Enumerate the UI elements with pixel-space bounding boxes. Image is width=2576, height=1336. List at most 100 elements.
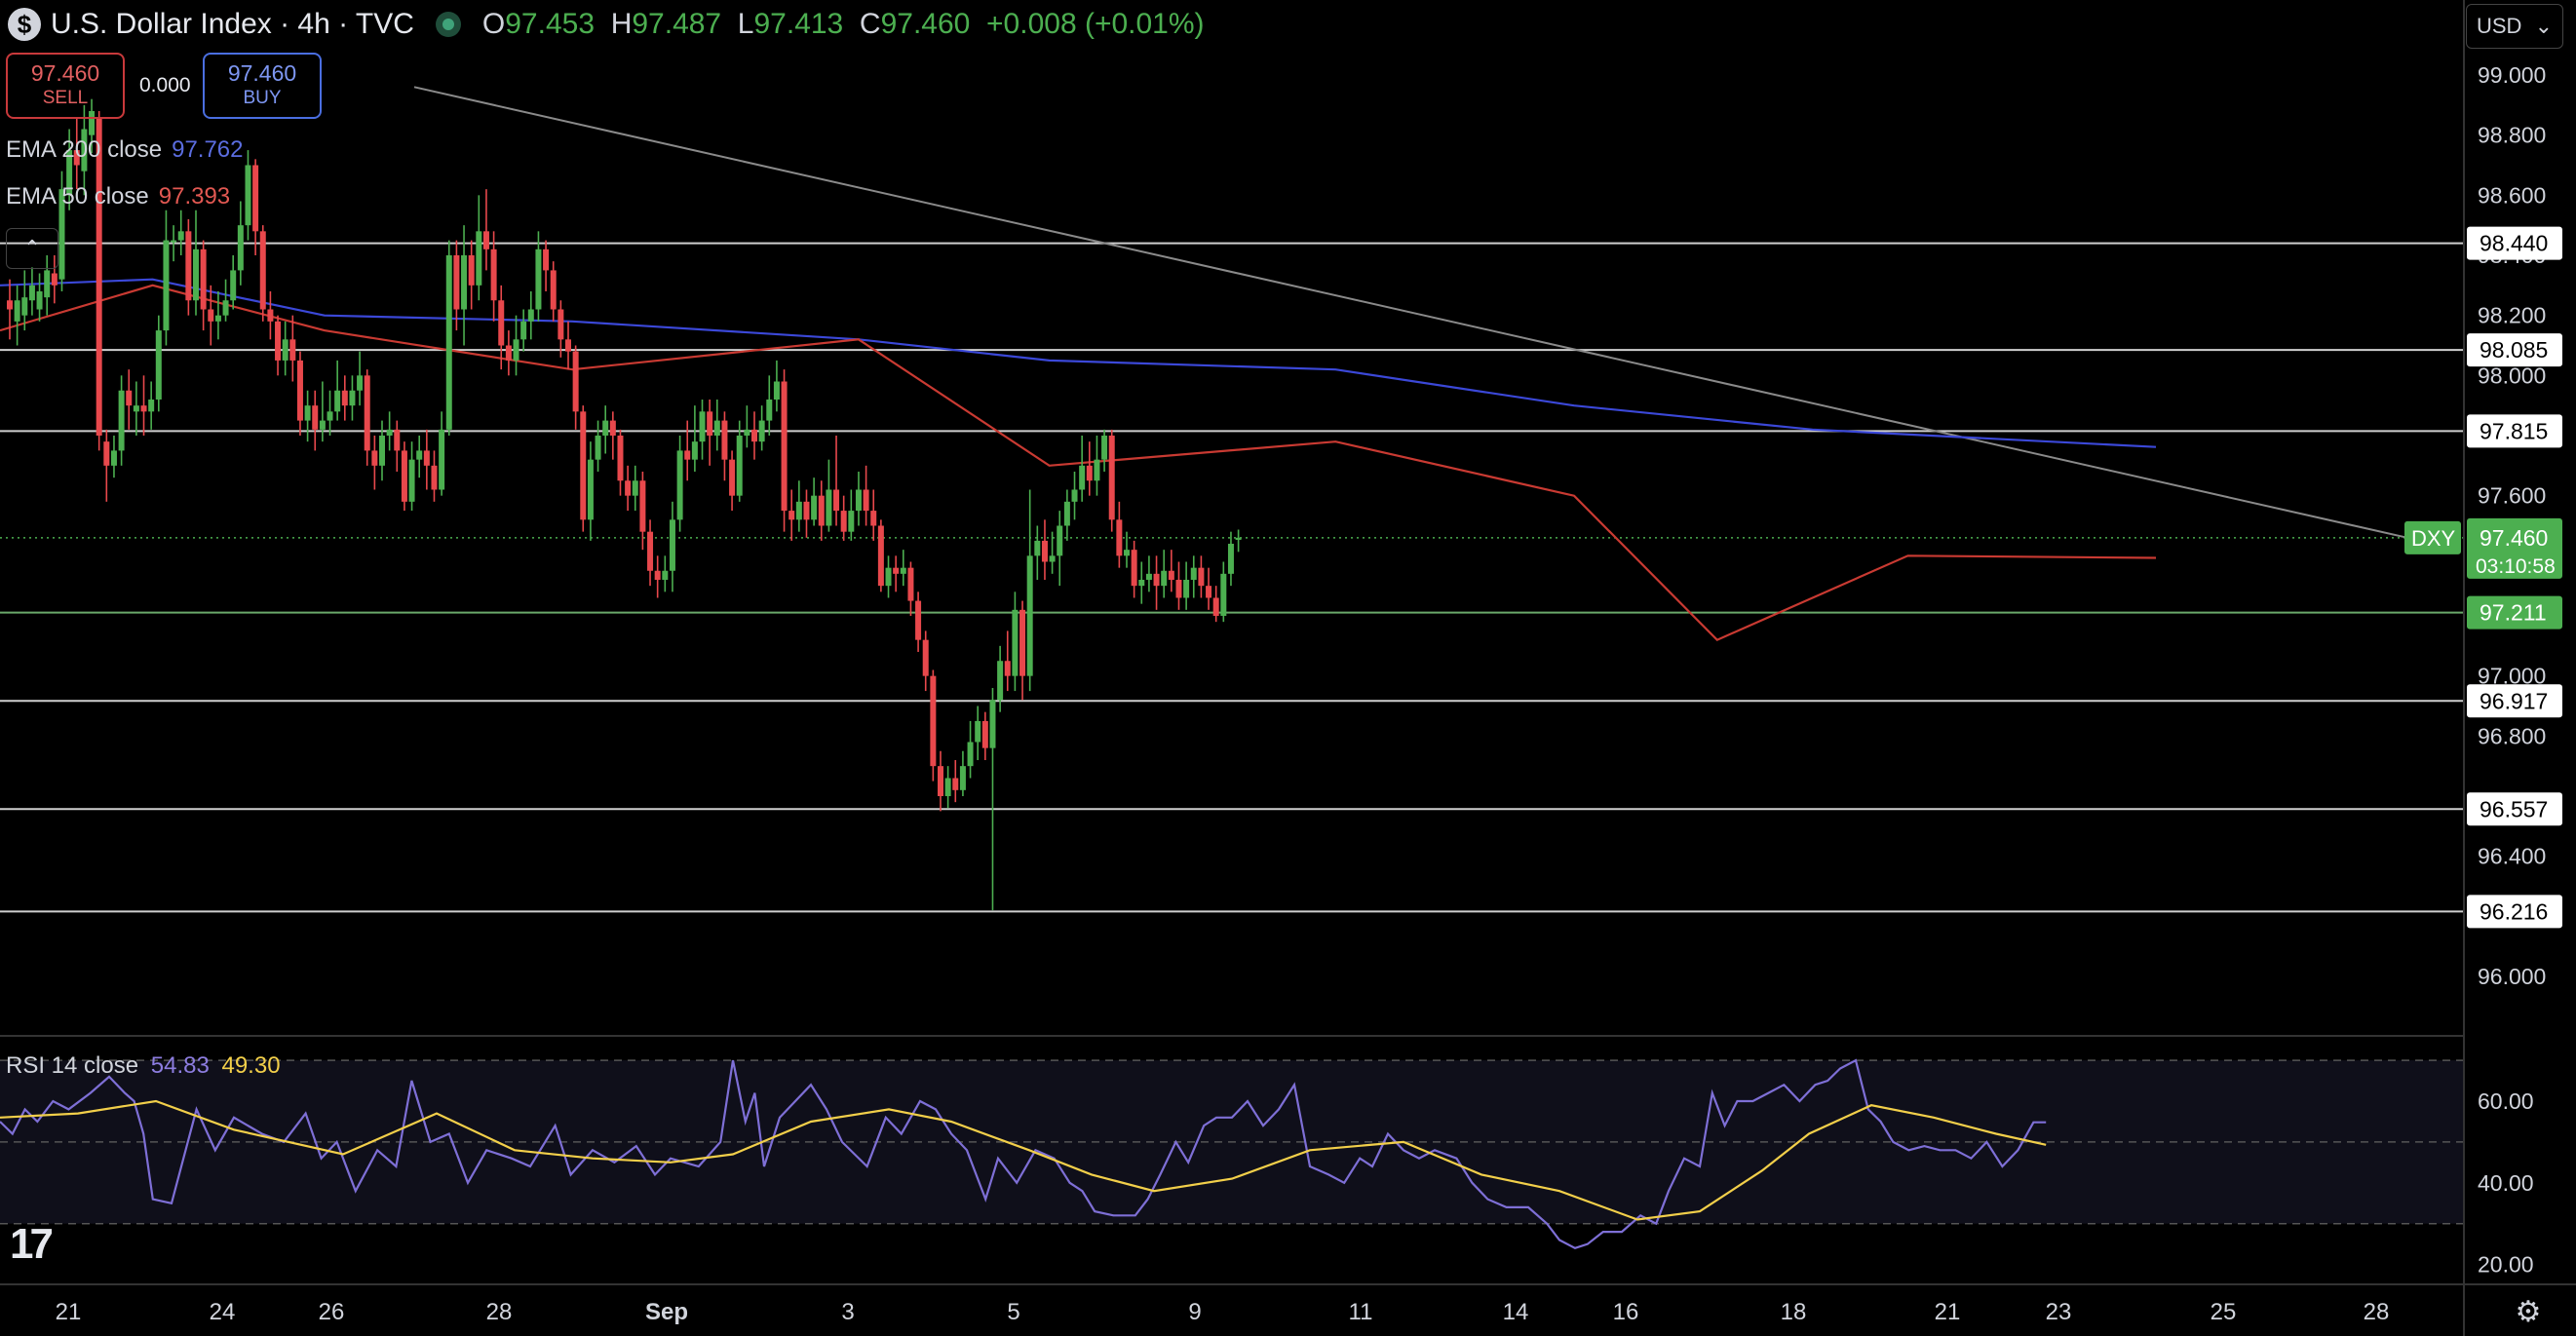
candle-body[interactable] bbox=[118, 390, 125, 451]
candle-body[interactable] bbox=[498, 300, 505, 346]
candle-body[interactable] bbox=[21, 297, 28, 316]
rsi-legend[interactable]: RSI 14 close 54.83 49.30 bbox=[6, 1052, 281, 1080]
candle-body[interactable] bbox=[282, 339, 288, 361]
candle-body[interactable] bbox=[1012, 609, 1019, 676]
candle-body[interactable] bbox=[208, 309, 214, 322]
candle-body[interactable] bbox=[803, 501, 810, 520]
candle-body[interactable] bbox=[304, 405, 311, 421]
candle-body[interactable] bbox=[155, 330, 162, 400]
buy-button[interactable]: 97.460 BUY bbox=[203, 53, 322, 119]
candle-body[interactable] bbox=[944, 778, 951, 796]
candle-body[interactable] bbox=[1190, 567, 1197, 580]
candle-body[interactable] bbox=[669, 519, 675, 571]
candle-body[interactable] bbox=[818, 495, 825, 526]
candle-body[interactable] bbox=[1026, 555, 1033, 676]
candle-body[interactable] bbox=[1094, 459, 1100, 481]
candle-body[interactable] bbox=[639, 480, 646, 532]
candle-body[interactable] bbox=[1034, 540, 1041, 556]
candle-body[interactable] bbox=[602, 420, 609, 436]
candle-body[interactable] bbox=[1131, 550, 1137, 587]
candle-body[interactable] bbox=[237, 225, 244, 271]
candle-body[interactable] bbox=[952, 778, 959, 790]
candle-body[interactable] bbox=[826, 489, 832, 526]
ema50-legend[interactable]: EMA 50 close 97.393 bbox=[6, 183, 230, 210]
candle-body[interactable] bbox=[758, 420, 765, 442]
candle-body[interactable] bbox=[289, 339, 296, 361]
ema200-line[interactable] bbox=[0, 278, 2157, 448]
candle-body[interactable] bbox=[543, 248, 550, 271]
candle-body[interactable] bbox=[408, 459, 415, 502]
candle-body[interactable] bbox=[1057, 525, 1063, 556]
candle-body[interactable] bbox=[595, 435, 601, 460]
candle-body[interactable] bbox=[922, 639, 929, 676]
candle-body[interactable] bbox=[58, 189, 65, 280]
candle-body[interactable] bbox=[1227, 543, 1234, 574]
candle-body[interactable] bbox=[967, 742, 974, 767]
candle-body[interactable] bbox=[1206, 586, 1212, 598]
level-label[interactable]: 97.815 bbox=[2480, 418, 2548, 443]
candle-body[interactable] bbox=[81, 129, 88, 172]
candle-body[interactable] bbox=[1183, 579, 1190, 598]
candle-body[interactable] bbox=[148, 399, 155, 412]
candle-body[interactable] bbox=[357, 375, 364, 391]
candle-body[interactable] bbox=[1145, 573, 1152, 580]
candle-body[interactable] bbox=[1041, 540, 1048, 562]
currency-select[interactable]: USD ⌄ bbox=[2466, 4, 2563, 49]
level-label[interactable]: 96.216 bbox=[2480, 898, 2548, 924]
candle-body[interactable] bbox=[751, 429, 757, 442]
candle-body[interactable] bbox=[907, 567, 914, 601]
candle-body[interactable] bbox=[744, 429, 750, 436]
candle-body[interactable] bbox=[222, 300, 229, 316]
candle-body[interactable] bbox=[110, 450, 117, 466]
candle-body[interactable] bbox=[364, 375, 370, 451]
symbol-title[interactable]: U.S. Dollar Index · 4h · TVC bbox=[51, 8, 414, 40]
candle-body[interactable] bbox=[1086, 465, 1093, 481]
ema200-legend[interactable]: EMA 200 close 97.762 bbox=[6, 136, 244, 164]
candle-body[interactable] bbox=[981, 720, 988, 748]
candle-body[interactable] bbox=[885, 567, 892, 587]
candle-body[interactable] bbox=[1168, 570, 1174, 580]
candle-body[interactable] bbox=[625, 480, 632, 496]
candle-body[interactable] bbox=[51, 273, 58, 286]
candle-body[interactable] bbox=[423, 450, 430, 466]
resistance-trendline[interactable] bbox=[413, 86, 2408, 539]
candle-body[interactable] bbox=[900, 567, 906, 574]
candle-body[interactable] bbox=[334, 390, 341, 412]
candle-body[interactable] bbox=[893, 567, 900, 574]
rsi-line[interactable] bbox=[0, 1058, 2047, 1249]
level-label[interactable]: 96.917 bbox=[2480, 688, 2548, 713]
candle-body[interactable] bbox=[327, 411, 333, 421]
candle-body[interactable] bbox=[975, 720, 981, 743]
candle-body[interactable] bbox=[371, 450, 378, 466]
candle-body[interactable] bbox=[676, 450, 683, 520]
candle-body[interactable] bbox=[1049, 555, 1056, 562]
market-status-icon[interactable] bbox=[435, 12, 461, 37]
level-label[interactable]: 98.440 bbox=[2480, 231, 2548, 256]
candle-body[interactable] bbox=[1220, 573, 1227, 616]
sell-button[interactable]: 97.460 SELL bbox=[6, 53, 125, 119]
candle-body[interactable] bbox=[28, 285, 35, 301]
candle-body[interactable] bbox=[1235, 537, 1242, 540]
candle-body[interactable] bbox=[14, 300, 20, 322]
candle-body[interactable] bbox=[66, 150, 73, 196]
rsi-ma-line[interactable] bbox=[0, 1099, 2047, 1221]
candle-body[interactable] bbox=[773, 381, 780, 400]
candle-body[interactable] bbox=[1004, 661, 1011, 676]
candle-body[interactable] bbox=[193, 248, 199, 301]
candle-body[interactable] bbox=[848, 511, 855, 532]
candle-body[interactable] bbox=[1019, 609, 1026, 676]
candle-body[interactable] bbox=[44, 270, 51, 298]
candle-body[interactable] bbox=[394, 429, 401, 451]
candle-body[interactable] bbox=[214, 315, 221, 322]
candle-body[interactable] bbox=[565, 339, 571, 352]
candle-body[interactable] bbox=[1161, 570, 1168, 587]
candle-body[interactable] bbox=[729, 459, 736, 496]
candle-body[interactable] bbox=[7, 300, 13, 310]
candle-body[interactable] bbox=[997, 661, 1004, 701]
candle-body[interactable] bbox=[259, 231, 266, 310]
candle-body[interactable] bbox=[647, 531, 654, 571]
candle-body[interactable] bbox=[1063, 501, 1070, 526]
candle-body[interactable] bbox=[349, 390, 356, 406]
candle-body[interactable] bbox=[654, 570, 661, 580]
candle-body[interactable] bbox=[959, 766, 966, 790]
